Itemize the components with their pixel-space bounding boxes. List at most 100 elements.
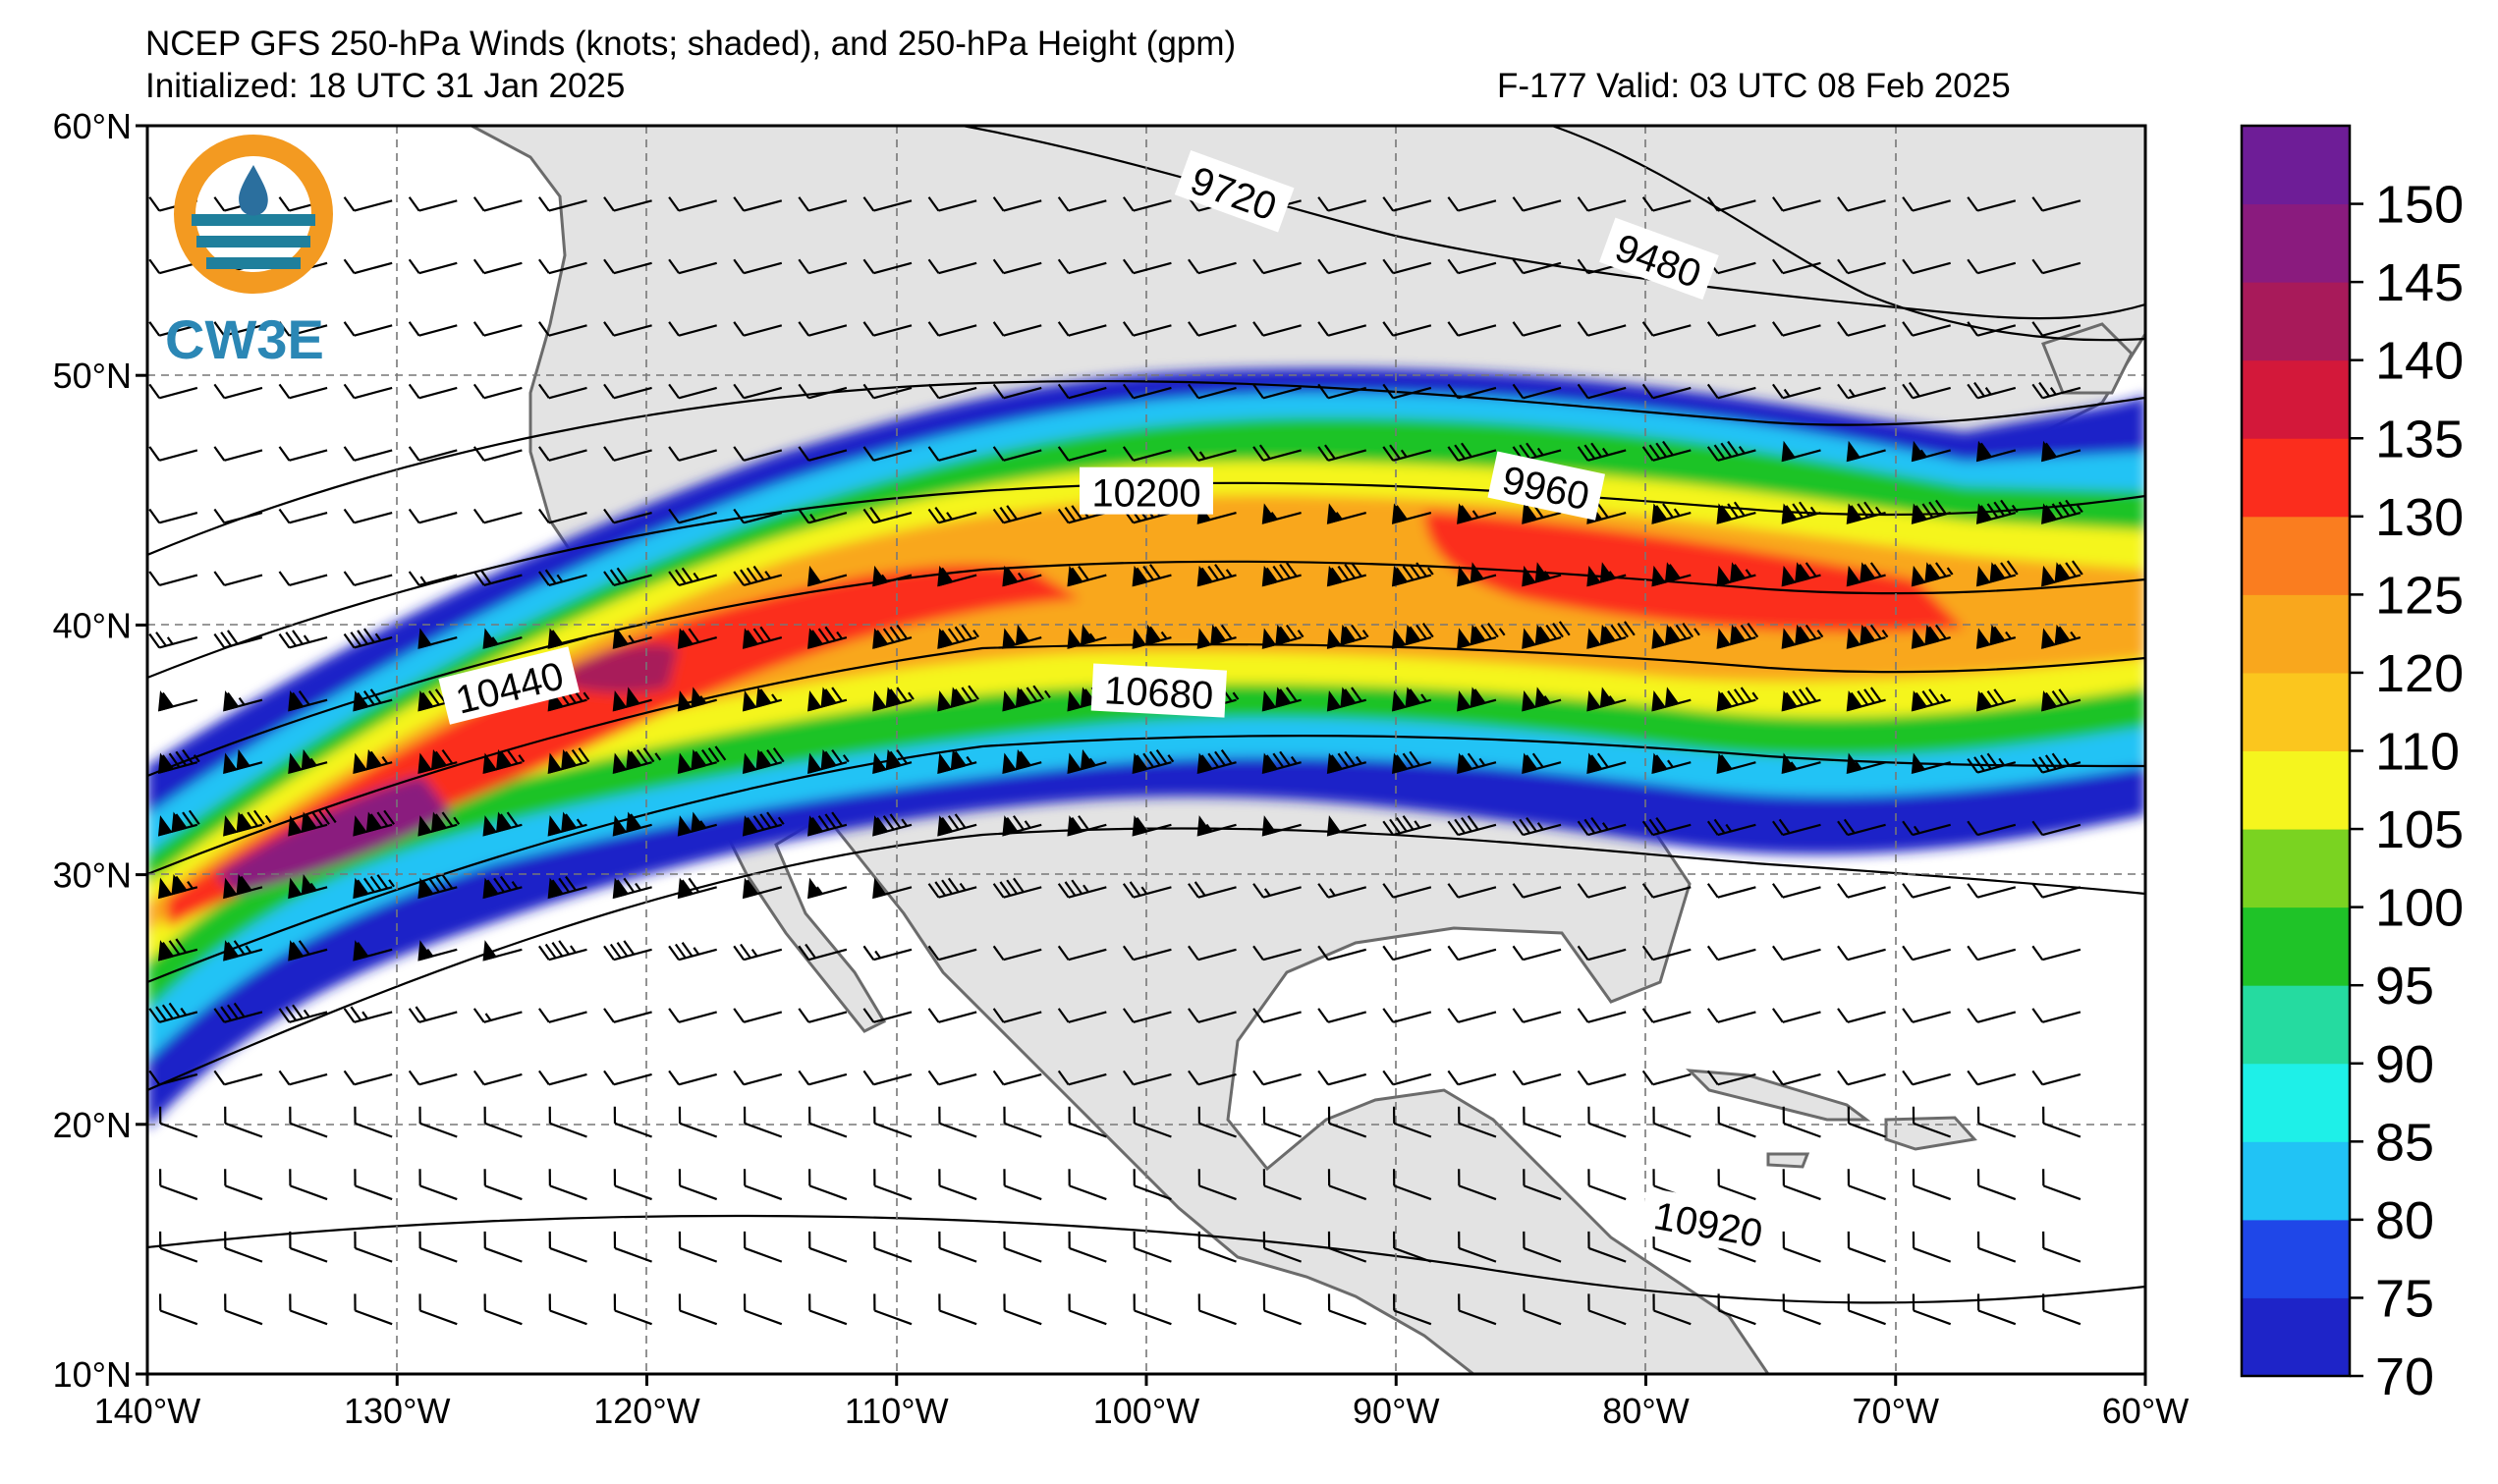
barb-full	[1908, 381, 1920, 398]
barb-full	[934, 507, 947, 522]
barb-full	[311, 811, 324, 827]
barb-full	[1057, 321, 1070, 337]
barb-full	[1641, 1008, 1654, 1023]
wind-barb	[1782, 1231, 1821, 1263]
barb-full	[1197, 1293, 1201, 1311]
wind-barb	[862, 1008, 913, 1023]
barb-staff	[1392, 1072, 1432, 1086]
barb-staff	[1392, 324, 1432, 337]
wind-barb	[1967, 321, 2017, 337]
wind-barb	[343, 258, 393, 275]
barb-half	[1913, 825, 1920, 834]
barb-staff	[1328, 1122, 1367, 1138]
wind-barb	[603, 258, 652, 275]
barb-full	[292, 691, 304, 708]
barb-full	[681, 879, 694, 895]
barb-flag	[1002, 689, 1017, 712]
barb-flag	[937, 689, 952, 712]
barb-flag	[1651, 503, 1667, 524]
wind-barb	[288, 874, 328, 900]
barb-full	[992, 883, 1005, 899]
wind-barb	[482, 628, 523, 649]
wind-barb	[1122, 321, 1172, 337]
barb-full	[961, 687, 973, 702]
barb-full	[175, 938, 188, 954]
barb-half	[1998, 757, 2006, 766]
barb-flag	[872, 877, 887, 900]
wind-barb	[1837, 383, 1886, 400]
wind-barb	[1706, 1070, 1756, 1086]
wind-barb	[547, 811, 587, 837]
barb-staff	[743, 324, 783, 337]
barb-full	[376, 874, 389, 890]
barb-staff	[548, 199, 587, 212]
barb-full	[1392, 1293, 1396, 1311]
barb-staff	[678, 449, 717, 462]
wind-barb	[343, 321, 393, 337]
contour-line	[147, 642, 2145, 876]
barb-flag	[1326, 503, 1342, 524]
barb-full	[1392, 1231, 1396, 1248]
barb-flag	[1340, 624, 1356, 646]
wind-barb	[288, 689, 328, 712]
barb-full	[158, 1231, 162, 1248]
barb-staff	[549, 1309, 587, 1326]
barb-flag	[1781, 628, 1797, 649]
barb-flag	[1132, 565, 1147, 587]
wind-barb	[798, 196, 848, 212]
barb-full	[954, 688, 967, 704]
barb-flag	[1730, 624, 1745, 646]
barb-staff	[484, 1184, 523, 1201]
barb-full	[1279, 750, 1291, 766]
contour-label-bg	[1487, 451, 1605, 521]
lon-tick-label: 90°W	[1353, 1391, 1439, 1431]
barb-half	[1024, 820, 1031, 829]
barb-half	[576, 818, 583, 827]
barb-flag	[691, 748, 705, 771]
barb-flag	[288, 940, 303, 962]
barb-full	[1733, 688, 1746, 704]
wind-barb	[1392, 1169, 1432, 1201]
wind-barb	[1706, 883, 1756, 899]
barb-full	[1772, 1008, 1784, 1023]
barb-staff	[1523, 261, 1562, 275]
wind-barb	[2041, 560, 2083, 587]
wind-barb	[1252, 383, 1302, 400]
wind-barb	[1197, 1293, 1237, 1326]
barb-staff	[224, 574, 263, 586]
barb-full	[578, 747, 590, 763]
barb-full	[630, 750, 641, 766]
barb-full	[1395, 505, 1408, 521]
barb-full	[733, 508, 746, 524]
barb-full	[1912, 1231, 1915, 1248]
barb-half	[1608, 695, 1616, 704]
barb-staff	[548, 324, 587, 337]
barb-full	[278, 571, 291, 586]
wind-barb	[278, 446, 328, 462]
barb-staff	[1523, 948, 1562, 962]
barb-staff	[744, 1122, 783, 1138]
wind-barb	[612, 747, 662, 775]
barb-full	[224, 1169, 227, 1186]
barb-staff	[418, 261, 458, 275]
barb-full	[1512, 321, 1525, 337]
wind-barb	[408, 383, 458, 400]
barb-full	[2065, 499, 2077, 515]
contour-line	[147, 560, 2145, 778]
barb-full	[1197, 1106, 1201, 1124]
barb-full	[1258, 444, 1271, 460]
barb-full	[733, 258, 746, 274]
barb-flag	[1457, 689, 1471, 712]
barb-full	[343, 446, 356, 462]
wind-barb	[807, 811, 848, 837]
barb-full	[1265, 754, 1278, 770]
barb-full	[2065, 562, 2077, 577]
wind-barb	[1512, 816, 1562, 837]
contour-line	[962, 126, 2145, 320]
barb-full	[1409, 750, 1421, 766]
barb-full	[1799, 564, 1810, 579]
barb-half	[1225, 569, 1233, 577]
barb-full	[609, 943, 622, 960]
barb-staff	[483, 324, 523, 337]
barb-full	[927, 1070, 940, 1085]
